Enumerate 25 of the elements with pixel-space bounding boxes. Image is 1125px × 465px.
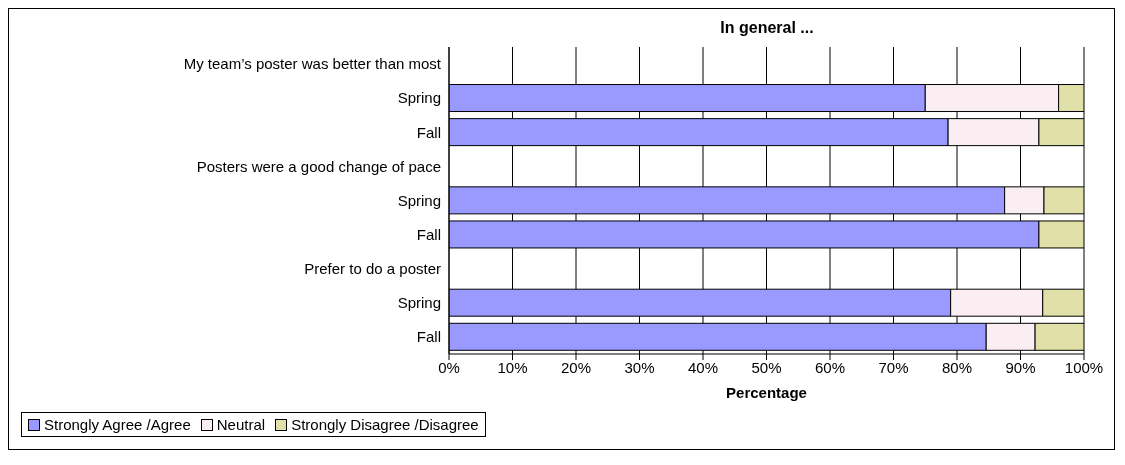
legend-label: Neutral	[215, 416, 266, 433]
x-tick-label: 60%	[814, 358, 846, 376]
y-tick-label: My team’s poster was better than most	[183, 55, 442, 73]
y-tick-label: Fall	[416, 328, 441, 346]
legend-label: Strongly Disagree /Disagree	[290, 416, 479, 433]
x-tick-label: 70%	[878, 358, 909, 376]
x-tick-label: 40%	[687, 358, 719, 376]
x-tick-label: 90%	[1005, 358, 1036, 376]
y-tick-label: Fall	[416, 225, 441, 243]
x-tick-label: 0%	[438, 358, 460, 376]
x-tick-label: 10%	[497, 358, 528, 376]
legend-label: Strongly Agree /Agree	[43, 416, 191, 433]
x-tick-label: 20%	[560, 358, 592, 376]
y-tick-label: Prefer to do a poster	[304, 260, 441, 278]
y-tick-label: Spring	[397, 294, 441, 312]
chart-title: In general ...	[719, 19, 815, 37]
x-tick-label: 100%	[1064, 358, 1104, 376]
x-axis-title: Percentage	[726, 384, 807, 401]
y-tick-label: Fall	[416, 123, 441, 141]
y-tick-label: Spring	[397, 89, 441, 107]
x-tick-label: 30%	[624, 358, 655, 376]
y-tick-label: Spring	[397, 191, 441, 209]
x-tick-label: 80%	[941, 358, 973, 376]
y-tick-label: Posters were a good change of pace	[196, 157, 441, 175]
x-tick-label: 50%	[751, 358, 782, 376]
